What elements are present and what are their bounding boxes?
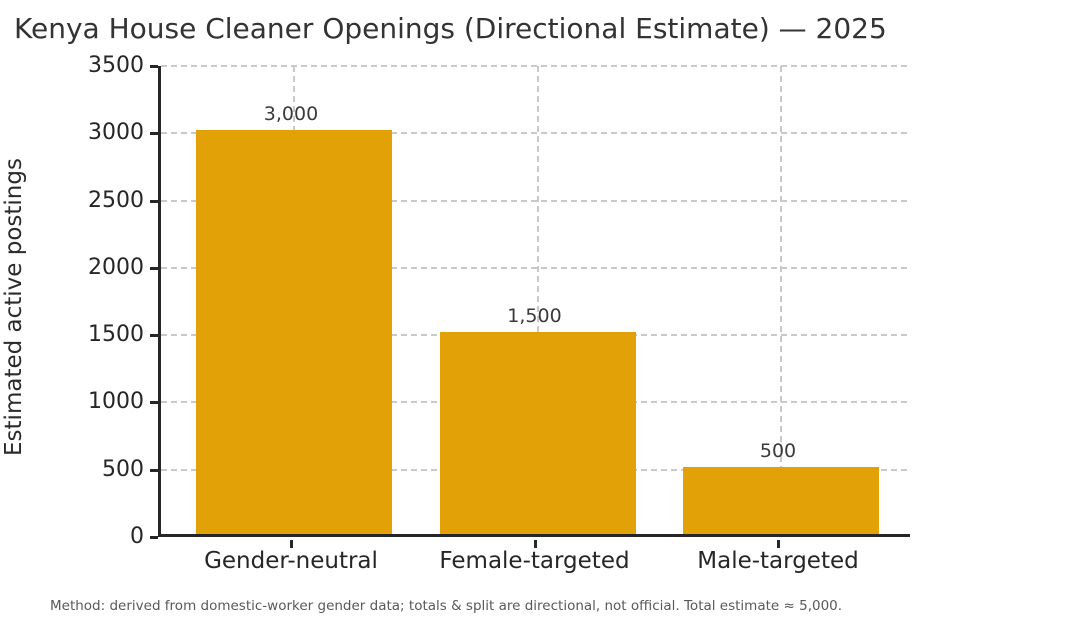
x-axis-tick-female-targeted xyxy=(533,540,537,548)
v-gridline-female-targeted xyxy=(536,66,539,534)
y-axis-tick-1000 xyxy=(150,401,158,405)
h-gridline-3500 xyxy=(161,65,910,67)
x-axis-tick-male-targeted xyxy=(777,540,780,548)
y-axis-tick-3500 xyxy=(150,65,158,68)
y-tick-label-0: 0 xyxy=(130,524,144,549)
bar-male-targeted xyxy=(683,466,879,534)
x-tick-label-gender-neutral: Gender-neutral xyxy=(204,548,378,574)
plot-area xyxy=(158,65,910,537)
y-axis-tick-0 xyxy=(150,536,158,539)
h-gridline-2500 xyxy=(161,199,910,202)
y-tick-label-2000: 2000 xyxy=(88,254,144,280)
x-axis-tick-gender-neutral xyxy=(290,540,293,548)
y-axis-label: Estimated active postings xyxy=(1,158,27,456)
bar-value-label-gender-neutral: 3,000 xyxy=(263,103,319,126)
y-axis-tick-2500 xyxy=(150,199,158,203)
x-tick-label-female-targeted: Female-targeted xyxy=(439,548,630,574)
y-tick-label-1000: 1000 xyxy=(88,389,144,415)
bar-value-label-male-targeted: 500 xyxy=(759,439,797,462)
y-tick-label-500: 500 xyxy=(102,456,144,482)
x-tick-label-male-targeted: Male-targeted xyxy=(697,548,859,574)
bar-value-label-female-targeted: 1,500 xyxy=(507,305,562,328)
y-tick-label-3000: 3000 xyxy=(88,120,144,146)
y-tick-label-2500: 2500 xyxy=(88,187,144,213)
method-footnote: Method: derived from domestic-worker gen… xyxy=(50,598,843,614)
y-axis-tick-3000 xyxy=(150,132,158,136)
y-axis-tick-1500 xyxy=(150,334,158,338)
h-gridline-2000 xyxy=(161,266,910,269)
bar-female-targeted xyxy=(439,332,636,534)
y-tick-label-3500: 3500 xyxy=(88,53,144,78)
chart-title: Kenya House Cleaner Openings (Directiona… xyxy=(14,12,887,45)
h-gridline-3000 xyxy=(161,132,910,135)
bar-gender-neutral xyxy=(196,130,392,534)
y-axis-tick-2000 xyxy=(150,266,158,270)
y-axis-tick-500 xyxy=(150,468,158,472)
y-tick-label-1500: 1500 xyxy=(88,322,144,348)
v-gridline-male-targeted xyxy=(780,66,782,534)
